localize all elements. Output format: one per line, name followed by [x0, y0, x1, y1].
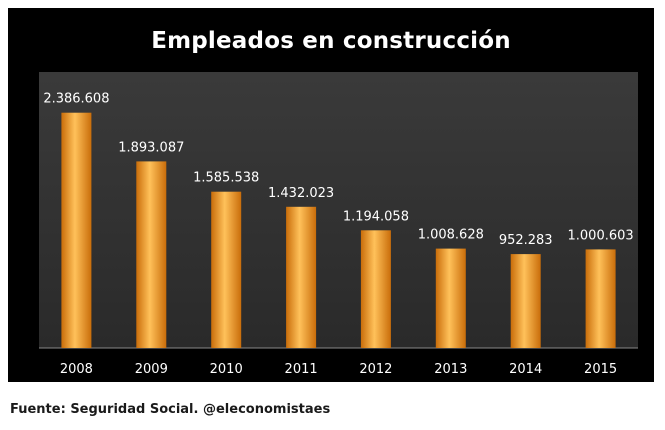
x-tick-2015: 2015: [584, 362, 617, 377]
bar-2015: [585, 249, 616, 348]
source-note: Fuente: Seguridad Social. @eleconomistae…: [10, 402, 331, 417]
bar-2009: [136, 161, 167, 348]
bar-2010: [211, 191, 242, 348]
data-label-2014: 952.283: [499, 233, 553, 248]
x-tick-2012: 2012: [359, 362, 392, 377]
data-label-2012: 1.194.058: [343, 209, 409, 224]
plot-area: [39, 72, 638, 348]
data-label-2011: 1.432.023: [268, 186, 334, 201]
bar-chart: 2.386.608 1.893.087 1.585.538 1.432.023 1.19…: [39, 72, 638, 377]
x-tick-2008: 2008: [60, 362, 93, 377]
bar-2008: [61, 112, 92, 348]
chart-panel: 2.386.608 1.893.087 1.585.538 1.432.023 1.19…: [8, 8, 654, 382]
x-tick-2010: 2010: [210, 362, 243, 377]
chart-title: Empleados en construcción: [151, 28, 511, 54]
x-tick-2011: 2011: [285, 362, 318, 377]
data-label-2009: 1.893.087: [118, 140, 184, 155]
bar-2011: [286, 206, 317, 348]
bar-2014: [510, 254, 541, 348]
x-tick-2013: 2013: [434, 362, 467, 377]
data-label-2010: 1.585.538: [193, 171, 259, 186]
x-tick-2009: 2009: [135, 362, 168, 377]
bar-2012: [360, 230, 391, 348]
bar-2013: [435, 248, 466, 348]
x-tick-2014: 2014: [509, 362, 542, 377]
data-label-2013: 1.008.628: [418, 228, 484, 243]
data-label-2015: 1.000.603: [568, 228, 634, 243]
data-label-2008: 2.386.608: [43, 92, 109, 107]
